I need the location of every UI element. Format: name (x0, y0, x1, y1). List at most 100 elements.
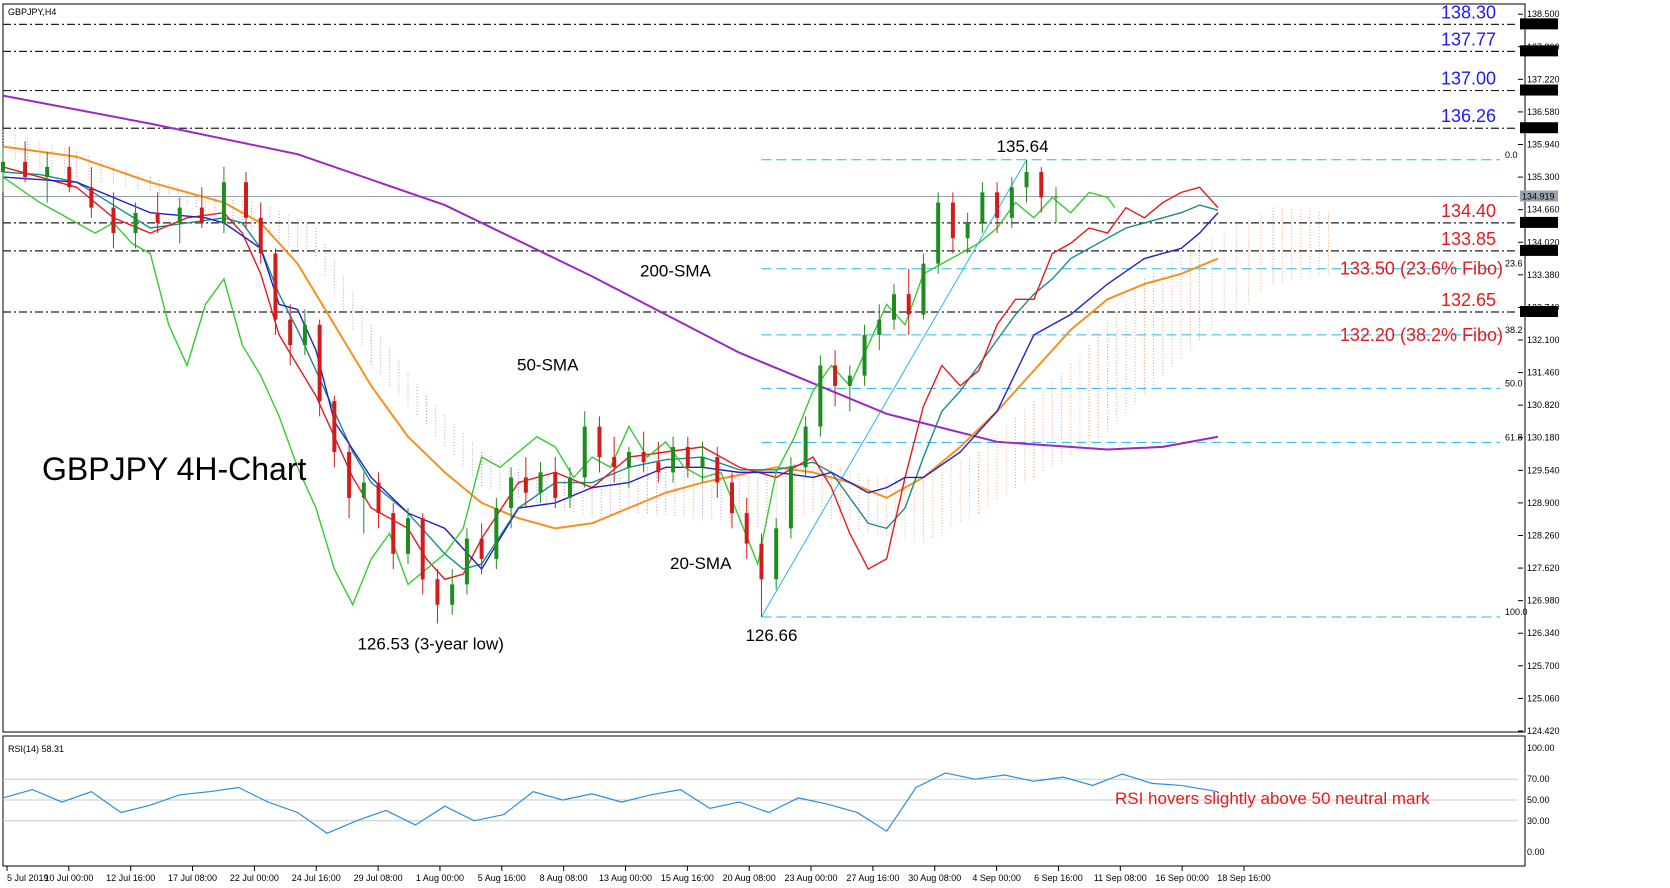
y-tick-label: 125.700 (1527, 661, 1560, 671)
x-tick-label: 11 Sep 08:00 (1094, 873, 1147, 883)
candle-body (626, 452, 631, 468)
candle-body (818, 365, 823, 427)
rsi-tick-label: 30.00 (1527, 816, 1550, 826)
candle-body (862, 334, 867, 376)
x-tick-label: 23 Aug 00:00 (785, 873, 838, 883)
y-tick-label: 126.980 (1527, 596, 1560, 606)
candle-body (1009, 187, 1014, 218)
candle-body (420, 518, 425, 580)
candle-body (273, 253, 278, 320)
label-50-sma: 50-SMA (517, 356, 579, 375)
candle-body (302, 324, 307, 346)
candle-body (376, 482, 381, 514)
candle-body (538, 472, 543, 493)
price-candles (1, 141, 1058, 624)
x-tick-label: 5 Jul 2019 (7, 873, 49, 883)
y-tick-label: 134.660 (1527, 205, 1560, 215)
rsi-tick-label: 70.00 (1527, 774, 1550, 784)
candle-body (155, 212, 160, 223)
horizontal-levels: 138.30 138.300 137.77 137.770 137.00 137.000 1… (3, 2, 1558, 317)
candle-body (788, 467, 793, 529)
series-tenkan (2, 166, 1219, 581)
y-tick-label: 136.580 (1527, 107, 1560, 117)
level-tag: 134.400 (1522, 218, 1555, 228)
level-tag-box (1520, 45, 1558, 57)
candle-body (23, 161, 28, 178)
candle-body (1024, 172, 1029, 188)
candle-body (288, 319, 293, 346)
y-tick-label: 137.220 (1527, 74, 1560, 84)
candle-body (244, 182, 248, 218)
level-tag-box (1520, 216, 1558, 228)
x-tick-label: 13 Aug 00:00 (599, 873, 652, 883)
chart-labels: 135.64 126.66 126.53 (3-year low) 200-SMA 50… (357, 137, 1048, 654)
indicator-lines (2, 94, 1219, 607)
candle-body (950, 202, 955, 239)
candle-body (133, 212, 138, 234)
y-tick-label: 135.940 (1527, 140, 1560, 150)
fibo-ratio: 50.0 (1505, 378, 1523, 388)
fibo-label: 132.20 (38.2% Fibo) (1340, 325, 1503, 345)
candle-body (700, 457, 705, 468)
x-tick-label: 22 Jul 00:00 (230, 873, 279, 883)
y-tick-label: 130.820 (1527, 400, 1560, 410)
candle-body (361, 482, 366, 498)
x-tick-label: 20 Aug 08:00 (723, 873, 776, 883)
fibo-ratio: 100.0 (1505, 607, 1528, 617)
candle-body (553, 472, 558, 498)
candle-body (89, 187, 94, 208)
x-tick-label: 16 Sep 00:00 (1155, 873, 1209, 883)
y-tick-label: 124.420 (1527, 726, 1560, 736)
x-tick-label: 10 Jul 00:00 (44, 873, 93, 883)
candle-body (671, 446, 676, 473)
candle-body (921, 263, 926, 315)
candle-body (774, 528, 779, 580)
candle-body (597, 426, 602, 458)
level-tag: 136.260 (1522, 123, 1555, 133)
three-year-low-annotation: 126.53 (3-year low) (357, 635, 503, 654)
x-tick-label: 18 Sep 16:00 (1217, 873, 1271, 883)
rsi-tick-label: 0.00 (1527, 847, 1545, 857)
x-tick-label: 30 Aug 08:00 (908, 873, 961, 883)
candle-body (67, 166, 72, 188)
x-tick-label: 17 Jul 08:00 (168, 873, 217, 883)
candle-body (833, 365, 838, 386)
candle-body (221, 182, 226, 223)
y-tick-label: 126.340 (1527, 628, 1560, 638)
candle-body (656, 462, 661, 473)
label-20-sma: 20-SMA (670, 554, 732, 573)
main-pane-frame (2, 3, 1526, 733)
candle-body (494, 508, 499, 559)
candle-body (464, 538, 469, 585)
rsi-annotation: RSI hovers slightly above 50 neutral mar… (1115, 789, 1430, 808)
level-tag-box (1520, 306, 1558, 317)
candle-body (1039, 172, 1044, 198)
candle-body (523, 477, 528, 493)
x-tick-label: 24 Jul 16:00 (292, 873, 341, 883)
x-tick-label: 4 Sep 00:00 (972, 873, 1021, 883)
level-label: 137.77 (1441, 29, 1496, 49)
candle-body (965, 222, 970, 239)
candle-body (936, 202, 941, 264)
level-label: 138.30 (1441, 2, 1496, 22)
rsi-pane: 100.00 70.00 50.00 30.00 0.00 (2, 743, 1555, 857)
fibo-ratio: 0.0 (1505, 150, 1518, 160)
level-label: 133.85 (1441, 229, 1496, 249)
x-tick-label: 1 Aug 00:00 (416, 873, 464, 883)
label-200-sma: 200-SMA (640, 261, 712, 280)
fibo-label: 133.50 (23.6% Fibo) (1340, 259, 1503, 279)
y-tick-label: 127.620 (1527, 563, 1560, 573)
candle-body (892, 294, 896, 320)
y-tick-label: 125.060 (1527, 693, 1560, 703)
y-tick-label: 132.100 (1527, 335, 1560, 345)
candle-body (847, 375, 852, 386)
price-axis: 138.500 137.860 137.220 136.580 135.940 135.3… (1518, 9, 1560, 736)
candle-body (685, 446, 690, 468)
y-tick-label: 138.500 (1527, 9, 1560, 19)
candle-body (612, 457, 617, 468)
y-tick-label: 134.020 (1527, 237, 1560, 247)
candle-body (715, 457, 720, 483)
rsi-line (2, 772, 1219, 834)
